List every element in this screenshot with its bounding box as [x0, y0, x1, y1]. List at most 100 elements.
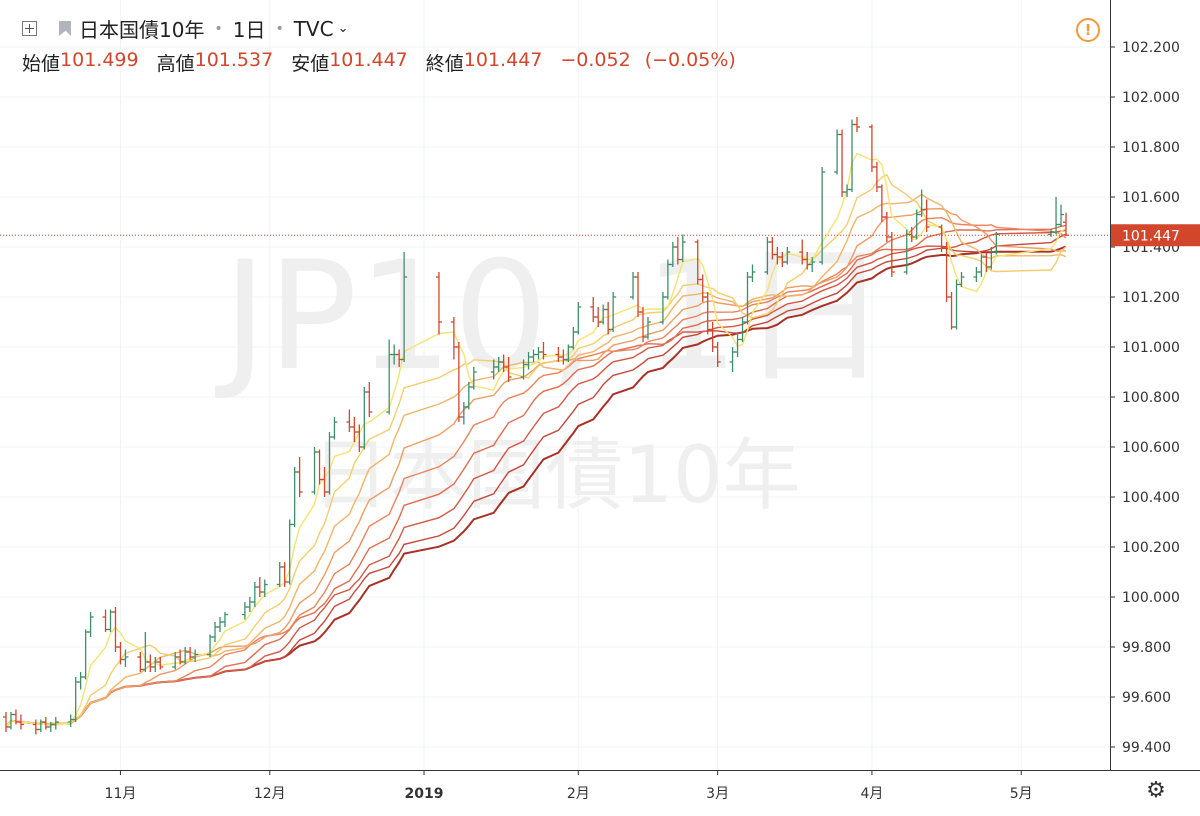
y-tick-label: 101.000: [1122, 340, 1180, 356]
ohlc-bar: [221, 612, 228, 627]
y-tick-label: 101.800: [1122, 140, 1180, 156]
exclamation-circle-icon[interactable]: !: [1076, 18, 1100, 42]
ohlc-bar: [470, 367, 477, 390]
exchange[interactable]: TVC: [293, 16, 334, 41]
chevron-down-icon[interactable]: ⌄: [337, 21, 349, 36]
y-tick-label: 100.800: [1122, 390, 1180, 406]
ohlc-bar: [122, 649, 129, 667]
ohlc-bar: [834, 129, 841, 175]
ohlc-bar: [1058, 204, 1065, 227]
ohlc-bar: [784, 247, 791, 265]
ohlc-bar: [107, 609, 114, 632]
ohlc-bar: [256, 577, 263, 597]
x-tick-label: 2019: [405, 786, 444, 802]
ohlc-bar: [749, 264, 756, 282]
ohlc-bar: [958, 272, 965, 287]
ohlc-bar: [809, 257, 816, 272]
separator-dot: •: [214, 20, 223, 37]
ohlc-bar: [839, 129, 846, 197]
ohlc-bar: [644, 317, 651, 340]
y-tick-label: 100.000: [1122, 590, 1180, 606]
ohlc-bar: [978, 254, 985, 277]
y-tick-label: 99.400: [1122, 740, 1171, 756]
gear-icon[interactable]: ⚙: [1146, 778, 1166, 803]
ohlc-bar: [401, 252, 408, 362]
ohlc-bar: [87, 612, 94, 637]
separator-dot: •: [275, 20, 284, 37]
ohlc-bar: [281, 562, 288, 587]
change-value: −0.052: [560, 49, 631, 71]
y-tick-label: 100.600: [1122, 440, 1180, 456]
ohlc-bar: [192, 649, 199, 662]
x-tick-label: 4月: [860, 786, 883, 802]
ohlc-bar: [82, 629, 89, 680]
y-tick-label: 100.200: [1122, 540, 1180, 556]
ohlc-bar: [212, 622, 219, 642]
ohlc-bars: [3, 117, 1069, 735]
x-tick-label: 2月: [567, 786, 590, 802]
y-tick-label: 99.600: [1122, 690, 1171, 706]
open-value: 101.499: [60, 49, 139, 71]
ohlc-bar: [948, 292, 955, 330]
plus-box-icon[interactable]: [22, 21, 37, 36]
ohlc-bar: [1063, 212, 1069, 236]
y-axis[interactable]: 102.200102.000101.800101.600101.400101.2…: [1110, 40, 1180, 756]
ohlc-bar: [102, 609, 109, 632]
ohlc-bar: [77, 672, 84, 690]
low-label: 安値: [291, 53, 330, 75]
ma-ribbon: [5, 152, 1067, 728]
ohlc-bar: [52, 717, 59, 730]
ma-line-20: [5, 207, 1067, 728]
ohlc-row: 始値 101.499 高値 101.537 安値 101.447 終値 101.447 …: [22, 49, 750, 76]
x-axis[interactable]: 11月 12月 2019 2月 3月 4月 5月: [105, 770, 1033, 802]
ohlc-bar: [849, 119, 856, 192]
legend-header: 日本国債10年 • 1日 • TVC ⌄ 始値 101.499 高値 101.537…: [0, 0, 1110, 80]
ohlc-bar: [575, 302, 582, 335]
symbol-row: 日本国債10年 • 1日 • TVC ⌄: [22, 14, 349, 43]
ohlc-bar: [346, 409, 353, 432]
watermark-name: 日本国債10年: [311, 431, 800, 521]
ohlc-bar: [117, 642, 124, 665]
interval[interactable]: 1日: [232, 18, 266, 42]
y-tick-label: 100.400: [1122, 490, 1180, 506]
ohlc-bar: [216, 617, 223, 632]
ohlc-bar: [868, 124, 875, 172]
close-label: 終値: [425, 53, 464, 75]
ohlc-bar: [853, 117, 860, 132]
close-value: 101.447: [463, 49, 543, 71]
symbol-name[interactable]: 日本国債10年: [79, 18, 205, 42]
ohlc-bar: [366, 382, 373, 417]
ohlc-bar: [172, 652, 179, 670]
y-tick-label: 101.200: [1122, 290, 1180, 306]
ohlc-bar: [296, 457, 303, 497]
ohlc-bar: [261, 579, 268, 597]
ohlc-bar: [241, 602, 248, 620]
ohlc-bar: [17, 714, 24, 730]
ohlc-bar: [973, 267, 980, 282]
ma-line-10: [5, 173, 1067, 728]
ohlc-bar: [276, 562, 283, 587]
change-percent: (−0.05%): [644, 49, 736, 71]
ohlc-bar: [888, 232, 895, 277]
flag-icon[interactable]: [59, 21, 71, 36]
ohlc-bar: [714, 342, 721, 367]
x-tick-label: 3月: [706, 786, 729, 802]
ohlc-bar: [819, 167, 826, 265]
x-tick-label: 11月: [105, 786, 137, 802]
ohlc-bar: [32, 719, 39, 735]
watermark: JP10, 1日 日本国債10年: [215, 230, 889, 521]
y-tick-label: 101.600: [1122, 190, 1180, 206]
ohlc-bar: [918, 189, 925, 217]
last-price-badge: [1111, 224, 1200, 247]
ohlc-bar: [331, 417, 338, 440]
ohlc-bar: [72, 677, 79, 722]
open-label: 始値: [22, 53, 61, 75]
low-value: 101.447: [329, 49, 408, 71]
ma-line-25: [5, 216, 1067, 728]
x-tick-label: 12月: [254, 786, 286, 802]
ohlc-bar: [142, 632, 149, 672]
ohlc-bar: [923, 199, 930, 232]
